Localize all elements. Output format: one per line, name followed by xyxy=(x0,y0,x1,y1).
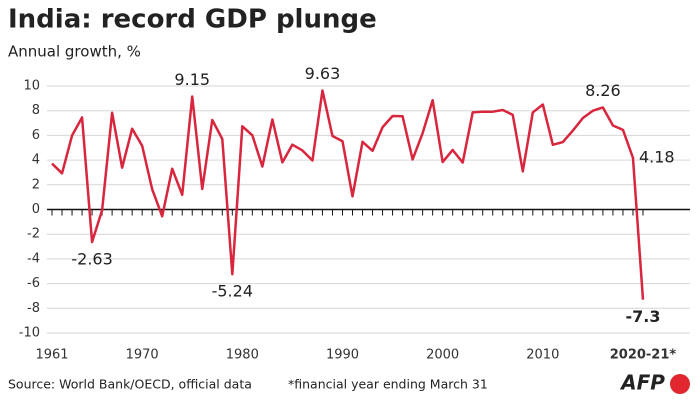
x-tick-label: 1961 xyxy=(35,348,68,363)
y-tick-label: 8 xyxy=(32,103,40,118)
data-label: 9.63 xyxy=(305,64,341,83)
x-tick-label: 2020-21* xyxy=(610,348,677,363)
y-tick-label: -2 xyxy=(27,227,40,242)
logo: AFP xyxy=(619,371,665,395)
footnote: *financial year ending March 31 xyxy=(288,377,488,392)
y-tick-label: 6 xyxy=(32,128,40,143)
data-label: 4.18 xyxy=(639,147,675,166)
data-label: -7.3 xyxy=(625,307,660,326)
x-tick-label: 1980 xyxy=(226,348,259,363)
y-tick-label: 0 xyxy=(32,202,40,217)
x-tick-label: 1990 xyxy=(326,348,359,363)
y-tick-label: 10 xyxy=(23,79,40,94)
y-tick-label: 2 xyxy=(32,177,40,192)
x-tick-label: 1970 xyxy=(126,348,159,363)
y-tick-label: -6 xyxy=(27,276,40,291)
y-tick-label: -4 xyxy=(27,251,40,266)
chart-subtitle: Annual growth, % xyxy=(8,43,141,61)
logo-dot xyxy=(670,374,690,394)
source: Source: World Bank/OECD, official data xyxy=(8,377,252,392)
data-label: -2.63 xyxy=(71,249,112,268)
data-line xyxy=(51,89,645,300)
chart-title: India: record GDP plunge xyxy=(8,5,377,35)
data-label: 8.26 xyxy=(585,81,621,100)
y-tick-label: 4 xyxy=(32,153,40,168)
x-tick-label: 2000 xyxy=(426,348,459,363)
data-label: 9.15 xyxy=(174,70,210,89)
x-tick-label: 2010 xyxy=(526,348,559,363)
data-label: -5.24 xyxy=(212,282,253,301)
y-tick-label: -8 xyxy=(27,301,40,316)
y-tick-label: -10 xyxy=(19,326,40,341)
